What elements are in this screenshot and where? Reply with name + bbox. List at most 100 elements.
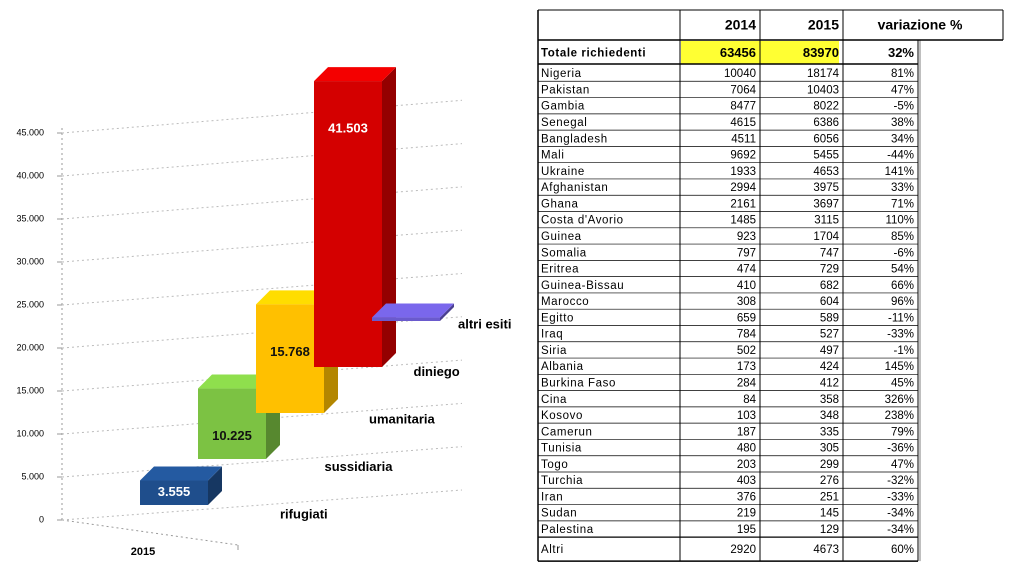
other-cell: Altri	[541, 544, 564, 556]
value-label: 15.768	[270, 344, 310, 359]
y-tick-label: 40.000	[16, 170, 44, 180]
table-cell: 8477	[730, 101, 756, 113]
table-cell: Sudan	[541, 508, 577, 520]
y-tick-label: 45.000	[16, 127, 44, 137]
bar	[256, 290, 338, 413]
table-cell: Iraq	[541, 329, 563, 341]
category-label: rifugiati	[280, 506, 328, 521]
total-cell: 32%	[888, 45, 914, 60]
table-cell: Senegal	[541, 117, 587, 129]
grid-line	[61, 99, 463, 134]
table-cell: -6%	[894, 247, 914, 259]
table-cell: Ukraine	[541, 166, 585, 178]
bar-face	[314, 81, 382, 367]
table-cell: 412	[820, 377, 839, 389]
grid-line	[61, 186, 463, 220]
table-cell: 66%	[891, 280, 914, 292]
y-tick-label: 35.000	[16, 213, 44, 223]
y-tick-label: 10.000	[16, 428, 44, 438]
other-cell: 60%	[891, 544, 914, 556]
table-cell: 1933	[730, 166, 756, 178]
table-cell: 3697	[813, 198, 839, 210]
table-cell: Albania	[541, 361, 584, 373]
category-label: altri esiti	[458, 316, 511, 331]
table-cell: 2161	[730, 198, 756, 210]
table-cell: Turchia	[541, 475, 583, 487]
table-cell: 376	[737, 491, 756, 503]
table-cell: 141%	[885, 166, 914, 178]
table-cell: -34%	[887, 524, 914, 536]
table-cell: -34%	[887, 508, 914, 520]
table-cell: 474	[737, 264, 757, 276]
table-cell: 923	[737, 231, 756, 243]
table-cell: 6056	[813, 133, 839, 145]
category-label: diniego	[414, 364, 460, 379]
table-cell: 96%	[891, 296, 914, 308]
table-cell: 81%	[891, 68, 914, 80]
table-cell: 1704	[813, 231, 839, 243]
table-cell: 10403	[807, 84, 839, 96]
table-cell: 747	[820, 247, 839, 259]
table-cell: 238%	[885, 410, 914, 422]
value-label: 3.555	[158, 484, 191, 499]
table-cell: Kosovo	[541, 410, 583, 422]
table-cell: 3115	[814, 215, 839, 227]
table-cell: Afghanistan	[541, 182, 608, 194]
total-cell: Totale richiedenti	[541, 48, 646, 60]
grid-line	[61, 143, 463, 177]
table-cell: Siria	[541, 345, 567, 357]
table-cell: 110%	[885, 215, 914, 227]
grid-line	[61, 446, 463, 478]
table-cell: 502	[737, 345, 756, 357]
table-cell: -32%	[887, 475, 914, 487]
table-cell: 305	[820, 443, 839, 455]
total-cell: 83970	[803, 45, 839, 60]
category-label: sussidiaria	[325, 459, 394, 474]
table-cell: Palestina	[541, 524, 594, 536]
table-cell: Nigeria	[541, 68, 582, 80]
x-label: 2015	[131, 546, 155, 558]
grid-line	[61, 273, 463, 306]
bar-face	[382, 67, 396, 367]
table-cell: 4615	[730, 117, 756, 129]
table-cell: 276	[820, 475, 839, 487]
table-cell: 38%	[891, 117, 914, 129]
table-cell: 251	[820, 491, 839, 503]
table-cell: 9692	[730, 150, 756, 162]
table-cell: Egitto	[541, 312, 574, 324]
table-cell: Somalia	[541, 247, 587, 259]
table-cell: 187	[737, 426, 756, 438]
table-cell: -44%	[887, 150, 914, 162]
table-cell: Burkina Faso	[541, 377, 616, 389]
y-tick-label: 20.000	[16, 342, 44, 352]
table-cell: 5455	[813, 150, 839, 162]
table-cell: 173	[737, 361, 756, 373]
other-cell: 4673	[813, 544, 839, 556]
floor-line	[61, 519, 239, 546]
bar-face	[198, 388, 266, 459]
table-cell: 203	[737, 459, 756, 471]
table-cell: 103	[737, 410, 756, 422]
table-cell: 10040	[724, 68, 756, 80]
table-cell: 299	[820, 459, 839, 471]
table-cell: Cina	[541, 394, 567, 406]
table-cell: 604	[820, 296, 840, 308]
table-cell: -1%	[894, 345, 914, 357]
table-cell: 145%	[885, 361, 914, 373]
table-cell: Iran	[541, 491, 563, 503]
table-cell: 729	[820, 264, 839, 276]
table-cell: 335	[820, 426, 839, 438]
table-cell: 18174	[807, 68, 840, 80]
y-tick-label: 30.000	[16, 256, 44, 266]
value-label: 10.225	[212, 428, 252, 443]
bar	[140, 466, 222, 505]
table-cell: 195	[737, 524, 756, 536]
table-cell: 54%	[891, 264, 914, 276]
table-cell: 527	[820, 329, 839, 341]
table-cell: Mali	[541, 150, 565, 162]
y-tick-label: 0	[39, 514, 44, 524]
table-cell: Gambia	[541, 101, 585, 113]
table-cell: 659	[737, 312, 756, 324]
table-cell: 682	[820, 280, 839, 292]
table-cell: Pakistan	[541, 84, 590, 96]
